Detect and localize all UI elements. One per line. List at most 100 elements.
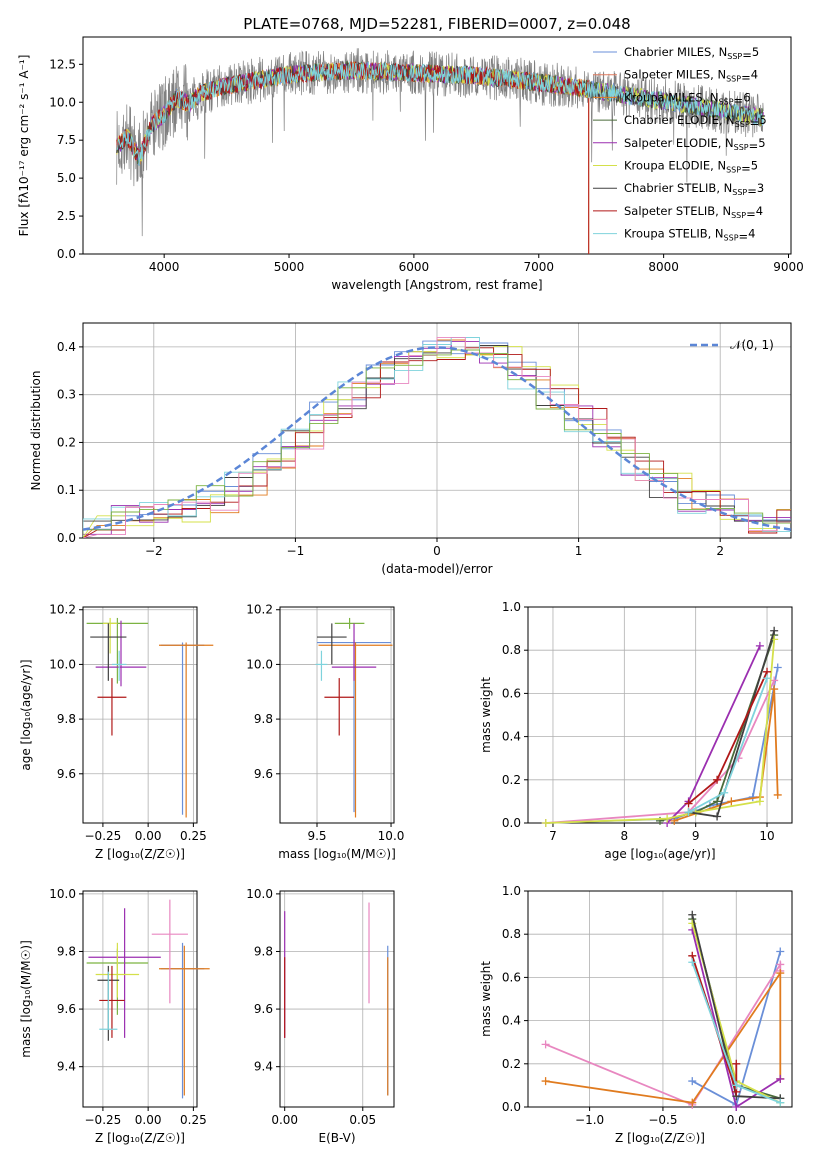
x-tick-label: −0.5 (648, 1113, 677, 1127)
plot-frame (279, 890, 395, 1108)
weight-series-line (659, 634, 776, 822)
legend-name: Salpeter STELIB (624, 204, 715, 218)
y-tick-label: 0.8 (502, 927, 521, 941)
y-tick-label: 10.0 (246, 657, 273, 671)
weight-point-marker (684, 799, 693, 808)
legend-entry: Kroupa ELODIE, NSSP=5 (624, 159, 758, 176)
y-tick-label: 0.0 (57, 531, 76, 545)
legend-name: Kroupa STELIB (624, 227, 708, 241)
y-tick-label: 9.4 (254, 1060, 273, 1074)
x-tick-label: −0.25 (85, 1113, 122, 1127)
x-tick-label: 7000 (523, 260, 554, 274)
legend-nssp-value: 4 (751, 68, 758, 82)
y-tick-label: 10.0 (246, 887, 273, 901)
weight-point-marker (776, 969, 785, 978)
x-axis-label: Z [log₁₀(Z/Z☉)] (95, 847, 185, 861)
y-tick-label: 10.0 (49, 657, 76, 671)
x-tick-label: 10.0 (378, 829, 405, 843)
legend-eq: = (741, 162, 751, 176)
weight-point-marker (727, 797, 736, 806)
x-axis-label: (data-model)/error (381, 562, 492, 576)
spectrum-lines (116, 48, 764, 254)
legend-nssp-prefix: , N (710, 159, 726, 173)
y-tick-label: 0.2 (502, 773, 521, 787)
x-tick-label: 5000 (274, 260, 305, 274)
legend-nssp-sub: SSP (735, 120, 750, 129)
weight-point-marker (688, 958, 697, 967)
y-tick-label: 0.4 (57, 340, 76, 354)
x-tick-label: 0.00 (271, 1113, 298, 1127)
legend-entry: Kroupa MILES, NSSP=6 (624, 90, 751, 107)
weight-point-marker (770, 676, 779, 685)
y-tick-label: 0.4 (502, 1014, 521, 1028)
legend-nssp-prefix: , N (716, 181, 732, 195)
y-tick-label: 0.8 (502, 643, 521, 657)
mass-vs-z-panel: −0.25 0.00 0.25 9.4 9.6 9.8 10.0 Z [log₁₀(Z/Z☉)… (19, 887, 210, 1145)
plot-frame (279, 606, 395, 824)
y-tick-label: 1.0 (502, 600, 521, 614)
weight-point-marker (688, 910, 697, 919)
x-tick-label: 7 (549, 829, 557, 843)
weight-point-marker (541, 1040, 550, 1049)
y-axis-label: Flux [fλ10⁻¹⁷ erg cm⁻² s⁻¹ A⁻¹] (17, 55, 31, 237)
weight-point-marker (720, 788, 729, 797)
weight-series-line (545, 680, 776, 824)
legend-eq: = (747, 184, 757, 198)
y-tick-label: 10.2 (49, 603, 76, 617)
x-tick-label: 4000 (149, 260, 180, 274)
legend-nssp-prefix: , N (718, 136, 734, 150)
y-axis-label: mass [log₁₀(M/M☉)] (19, 940, 33, 1058)
x-tick-label: 8 (621, 829, 629, 843)
x-tick-label: −0.25 (85, 829, 122, 843)
legend-nssp-sub: SSP (731, 211, 746, 220)
legend-entry: Kroupa STELIB, NSSP=4 (624, 227, 756, 244)
x-axis-label: age [log₁₀(age/yr)] (604, 847, 715, 861)
x-tick-label: −1 (287, 544, 305, 558)
weight-point-marker (663, 814, 672, 823)
age-vs-z-panel: −0.25 0.00 0.25 9.6 9.8 10.0 10.2 Z [log₁₀(Z/Z☉… (19, 603, 214, 861)
legend-entry: Salpeter STELIB, NSSP=4 (624, 204, 763, 221)
legend-nssp-sub: SSP (726, 166, 741, 175)
y-tick-label: 0.0 (502, 816, 521, 830)
legend-entry: Salpeter MILES, NSSP=4 (624, 68, 758, 85)
legend-name: Salpeter MILES (624, 68, 710, 82)
y-tick-label: 0.4 (502, 730, 521, 744)
y-axis-label: mass weight (479, 961, 493, 1037)
plot-frame (82, 606, 198, 824)
x-tick-label: 0.25 (180, 1113, 207, 1127)
legend-entry: Chabrier ELODIE, NSSP=5 (624, 113, 767, 130)
weight-point-marker (732, 1103, 741, 1111)
weight-point-marker (773, 790, 782, 799)
spectrum-panel: 4000 5000 6000 7000 8000 9000 0.0 2.5 5.0 7.5 10.0… (17, 36, 804, 292)
legend-nssp-value: 6 (743, 90, 750, 104)
x-axis-label: wavelength [Angstrom, rest frame] (331, 278, 542, 292)
weight-point-marker (770, 626, 779, 635)
plot-frame (82, 36, 792, 255)
y-tick-label: 0.2 (502, 1057, 521, 1071)
legend-nssp-prefix: , N (719, 113, 735, 127)
legend-nssp-value: 5 (751, 159, 758, 173)
y-axis-label: Normed distribution (29, 371, 43, 491)
legend-nssp-prefix: , N (715, 204, 731, 218)
legend-name: Kroupa ELODIE (624, 159, 710, 173)
mass-vs-ebv-panel: 0.00 0.05 9.4 9.6 9.8 10.0 E(B-V) (246, 887, 395, 1145)
weight-point-marker (713, 797, 722, 806)
legend-nssp-value: 5 (759, 113, 766, 127)
weight-point-marker (732, 1059, 741, 1068)
legend-entry: Salpeter ELODIE, NSSP=5 (624, 136, 766, 153)
x-tick-label: 2 (716, 544, 724, 558)
legend-nssp-sub: SSP (726, 75, 741, 84)
legend-entry: Chabrier STELIB, NSSP=3 (624, 181, 764, 198)
weight-vs-z-panel: −1.0 −0.5 0.0 0.0 0.2 0.4 0.6 0.8 1.0 Z [log₁₀(Z/… (479, 884, 793, 1145)
x-tick-label: −2 (145, 544, 163, 558)
x-tick-label: 0 (433, 544, 441, 558)
y-tick-label: 9.8 (254, 712, 273, 726)
legend-nssp-prefix: , N (711, 45, 727, 59)
y-tick-label: 7.5 (57, 133, 76, 147)
y-tick-label: 9.8 (254, 944, 273, 958)
histograms (83, 337, 791, 538)
weight-point-marker (776, 1074, 785, 1083)
y-tick-label: 9.6 (254, 1002, 273, 1016)
x-tick-label: 9.5 (307, 829, 326, 843)
histogram-step-line (83, 337, 791, 538)
